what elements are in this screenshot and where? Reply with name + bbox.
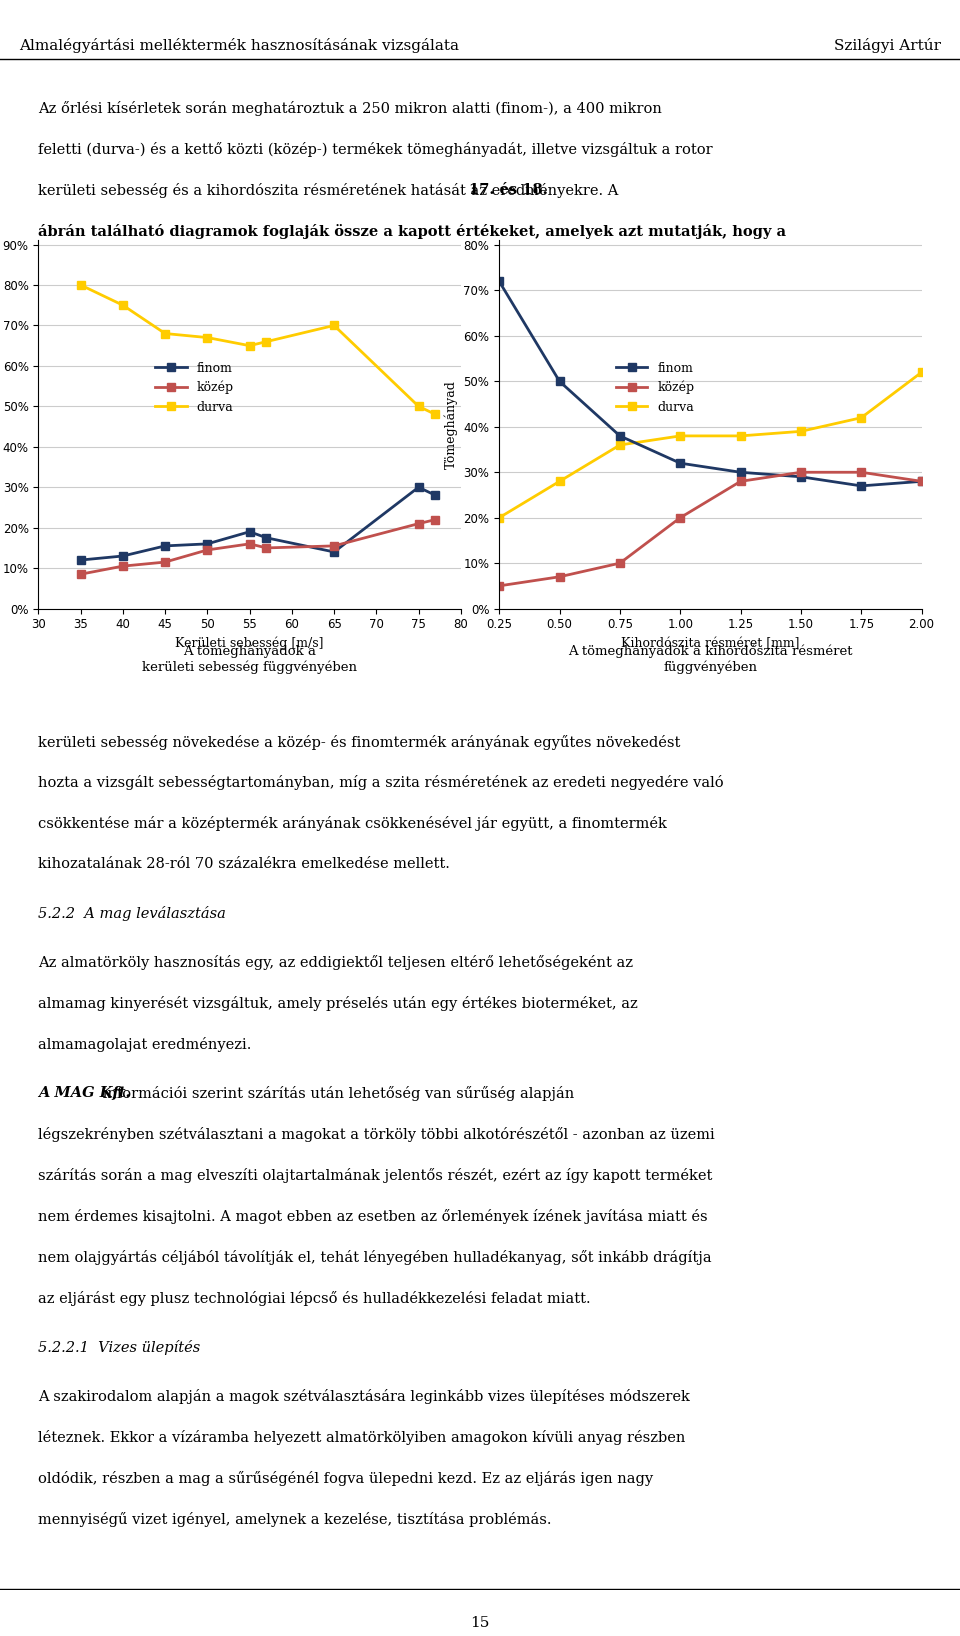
durva	[614, 435, 626, 455]
Text: 5.2.2  A mag leválasztása: 5.2.2 A mag leválasztása	[38, 906, 227, 921]
Line: finom: finom	[495, 276, 925, 491]
Line: durva: durva	[77, 281, 440, 419]
közép	[117, 556, 129, 576]
Text: A tömeghányadok a kihordószita résméret
függvényében: A tömeghányadok a kihordószita résméret …	[568, 645, 852, 674]
Text: ábrán található diagramok foglaják össze a kapott értékeket, amelyek azt mutatjá: ábrán található diagramok foglaják össze…	[38, 224, 786, 239]
Text: oldódik, részben a mag a sűrűségénél fogva ülepedni kezd. Ez az eljárás igen nag: oldódik, részben a mag a sűrűségénél fog…	[38, 1471, 654, 1485]
finom	[244, 522, 255, 542]
Text: az eljárást egy plusz technológiai lépcső és hulladékkezelési feladat miatt.: az eljárást egy plusz technológiai lépcs…	[38, 1291, 591, 1306]
Text: szárítás során a mag elveszíti olajtartalmának jelentős részét, ezért az így kap: szárítás során a mag elveszíti olajtarta…	[38, 1168, 712, 1183]
Text: A MAG Kft.: A MAG Kft.	[38, 1086, 131, 1101]
Text: A szakirodalom alapján a magok szétválasztására leginkább vizes ülepítéses módsz: A szakirodalom alapján a magok szétválas…	[38, 1389, 690, 1404]
Text: Szilágyi Artúr: Szilágyi Artúr	[834, 38, 941, 52]
közép	[75, 564, 86, 584]
Text: 5.2.2.1  Vizes ülepítés: 5.2.2.1 Vizes ülepítés	[38, 1340, 201, 1355]
durva	[855, 407, 867, 427]
Line: közép: közép	[77, 515, 440, 579]
Text: nem érdemes kisajtolni. A magot ebben az esetben az őrlemények ízének javítása m: nem érdemes kisajtolni. A magot ebben az…	[38, 1209, 708, 1224]
durva	[916, 363, 927, 383]
Text: csökkentése már a középtermék arányának csökkenésével jár együtt, a finomtermék: csökkentése már a középtermék arányának …	[38, 816, 667, 831]
Y-axis label: Tömeghányad: Tömeghányad	[444, 380, 458, 470]
X-axis label: Kihordószita résméret [mm]: Kihordószita résméret [mm]	[621, 636, 800, 649]
finom	[493, 272, 505, 291]
finom	[117, 546, 129, 566]
Text: kerületi sebesség és a kihordószita résméretének hatását az eredményekre. A: kerületi sebesség és a kihordószita résm…	[38, 183, 623, 198]
finom	[916, 471, 927, 491]
Text: 15: 15	[470, 1616, 490, 1631]
durva	[734, 425, 746, 445]
Legend: finom, közép, durva: finom, közép, durva	[151, 357, 239, 419]
Text: mennyiségű vizet igényel, amelynek a kezelése, tisztítása problémás.: mennyiségű vizet igényel, amelynek a kez…	[38, 1512, 552, 1526]
finom	[554, 371, 565, 391]
finom	[795, 466, 806, 486]
Text: légszekrényben szétválasztani a magokat a törköly többi alkotórészétől - azonban: légszekrényben szétválasztani a magokat …	[38, 1127, 715, 1142]
Line: finom: finom	[77, 483, 440, 564]
finom	[159, 537, 171, 556]
X-axis label: Kerületi sebesség [m/s]: Kerületi sebesség [m/s]	[176, 636, 324, 651]
Text: hozta a vizsgált sebességtartományban, míg a szita résméretének az eredeti negye: hozta a vizsgált sebességtartományban, m…	[38, 775, 724, 790]
durva	[202, 327, 213, 347]
durva	[413, 396, 424, 416]
durva	[75, 275, 86, 294]
közép	[916, 471, 927, 491]
durva	[159, 324, 171, 344]
durva	[244, 335, 255, 355]
Line: közép: közép	[495, 468, 925, 591]
finom	[413, 478, 424, 497]
durva	[675, 425, 686, 445]
finom	[430, 486, 442, 506]
Text: kihozatalának 28-ról 70 százalékra emelkedése mellett.: kihozatalának 28-ról 70 százalékra emelk…	[38, 857, 450, 872]
finom	[202, 533, 213, 553]
durva	[493, 507, 505, 527]
közép	[493, 576, 505, 596]
durva	[261, 332, 273, 352]
durva	[328, 316, 340, 335]
közép	[413, 514, 424, 533]
közép	[159, 553, 171, 573]
Text: kerületi sebesség növekedése a közép- és finomtermék arányának egyűtes növekedés: kerületi sebesség növekedése a közép- és…	[38, 735, 681, 749]
Text: 17. és 18.: 17. és 18.	[468, 183, 547, 198]
közép	[261, 538, 273, 558]
közép	[430, 510, 442, 530]
közép	[554, 568, 565, 587]
közép	[795, 463, 806, 483]
Text: almamagolajat eredményezi.: almamagolajat eredményezi.	[38, 1037, 252, 1052]
finom	[734, 463, 746, 483]
durva	[430, 404, 442, 424]
Text: Az almatörköly hasznosítás egy, az eddigiektől teljesen eltérő lehetőségeként az: Az almatörköly hasznosítás egy, az eddig…	[38, 955, 634, 970]
finom	[261, 528, 273, 548]
Text: A tömeghányadok a
kerületi sebesség függvényében: A tömeghányadok a kerületi sebesség függ…	[142, 645, 357, 674]
durva	[117, 296, 129, 316]
Text: Almalégyártási melléktermék hasznosításának vizsgálata: Almalégyártási melléktermék hasznosításá…	[19, 38, 459, 52]
közép	[328, 537, 340, 556]
Text: feletti (durva-) és a kettő közti (közép-) termékek tömeghányadát, illetve vizsg: feletti (durva-) és a kettő közti (közép…	[38, 142, 713, 157]
Text: nem olajgyártás céljából távolítják el, tehát lényegében hulladékanyag, sőt inká: nem olajgyártás céljából távolítják el, …	[38, 1250, 712, 1265]
Text: léteznek. Ekkor a vízáramba helyezett almatörkölyiben amagokon kívüli anyag rész: léteznek. Ekkor a vízáramba helyezett al…	[38, 1430, 685, 1445]
durva	[795, 422, 806, 442]
közép	[244, 533, 255, 553]
durva	[554, 471, 565, 491]
finom	[75, 550, 86, 569]
Line: durva: durva	[495, 368, 925, 522]
finom	[614, 425, 626, 445]
közép	[855, 463, 867, 483]
közép	[675, 507, 686, 527]
közép	[202, 540, 213, 560]
Text: almamag kinyerését vizsgáltuk, amely préselés után egy értékes bioterméket, az: almamag kinyerését vizsgáltuk, amely pré…	[38, 996, 638, 1011]
közép	[734, 471, 746, 491]
Legend: finom, közép, durva: finom, közép, durva	[612, 357, 700, 419]
finom	[328, 542, 340, 561]
Text: információi szerint szárítás után lehetőség van sűrűség alapján: információi szerint szárítás után lehető…	[98, 1086, 574, 1101]
Text: Az őrlési kísérletek során meghatároztuk a 250 mikron alatti (finom-), a 400 mik: Az őrlési kísérletek során meghatároztuk…	[38, 101, 662, 116]
közép	[614, 553, 626, 573]
finom	[675, 453, 686, 473]
finom	[855, 476, 867, 496]
